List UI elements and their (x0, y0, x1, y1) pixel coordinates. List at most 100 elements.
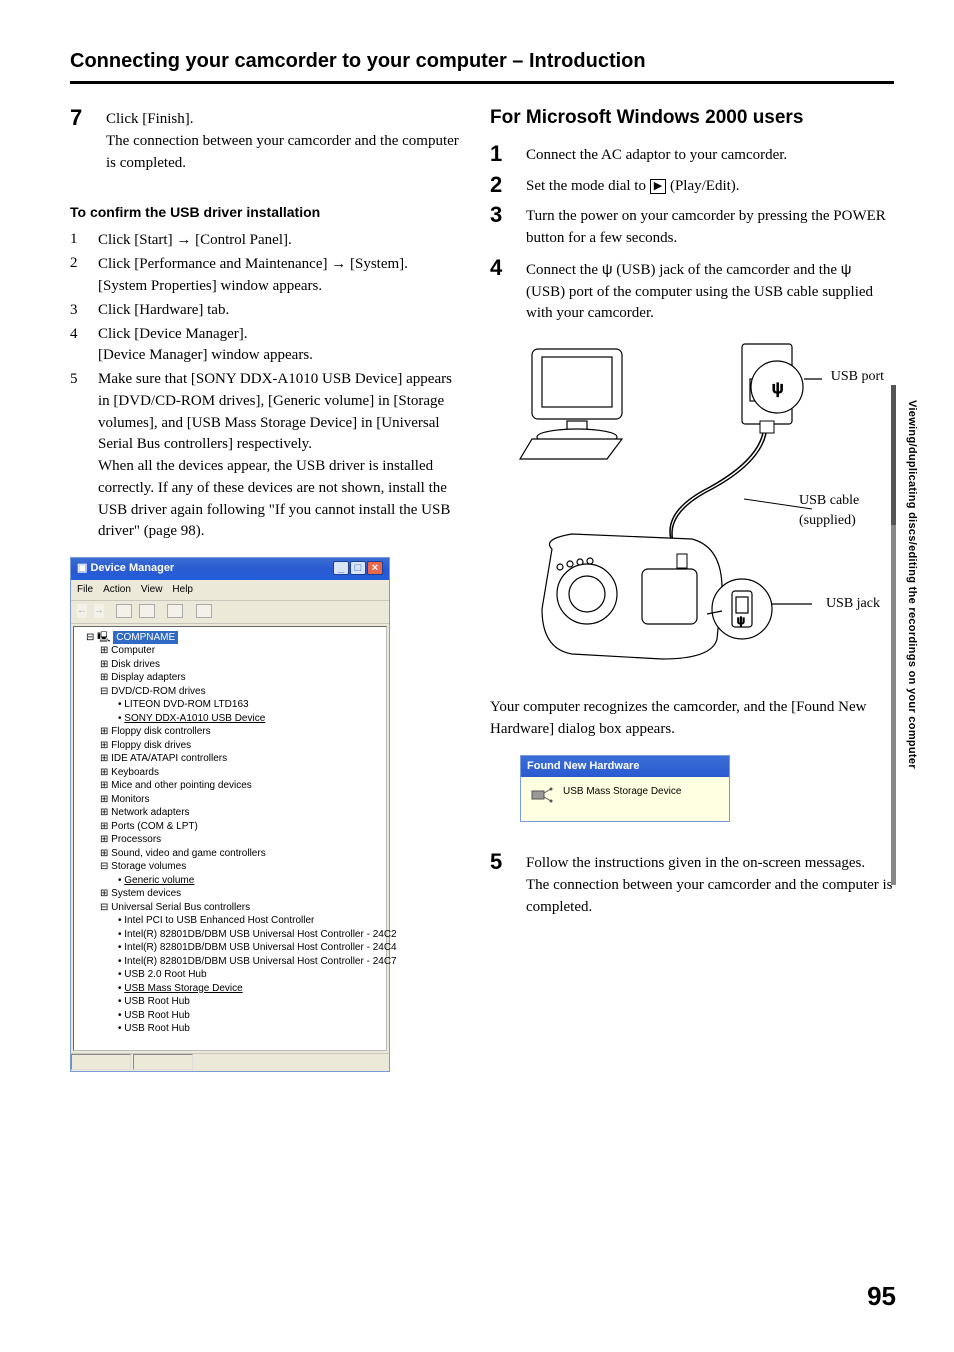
substep: 4 Click [Device Manager].[Device Manager]… (70, 324, 460, 368)
step-5: 5 Follow the instructions given in the o… (490, 850, 894, 918)
minimize-button[interactable]: _ (333, 561, 349, 575)
tree-node[interactable]: • LITEON DVD-ROM LTD163 (78, 698, 382, 712)
tree-node[interactable]: • SONY DDX-A1010 USB Device (78, 712, 382, 726)
close-button[interactable]: × (367, 561, 383, 575)
tree-node[interactable]: ⊞ Floppy disk controllers (78, 725, 382, 739)
step-body: Click [Finish]. The connection between y… (106, 106, 460, 174)
menu-item[interactable]: View (141, 584, 163, 595)
label-usb-jack: USB jack (826, 594, 880, 614)
tree-node[interactable]: • Intel(R) 82801DB/DBM USB Universal Hos… (78, 941, 382, 955)
tree-root[interactable]: ⊟ 🖳 COMPNAME (78, 631, 382, 645)
win2000-heading: For Microsoft Windows 2000 users (490, 106, 894, 130)
substeps-list: 1Click [Start] → [Control Panel].2Click … (70, 229, 460, 544)
tree-node[interactable]: ⊟ DVD/CD-ROM drives (78, 685, 382, 699)
substep-number: 5 (70, 369, 86, 543)
step-number: 3 (490, 203, 510, 250)
back-icon[interactable]: ← (77, 604, 87, 618)
content-columns: 7 Click [Finish]. The connection between… (70, 106, 894, 1072)
step7-line1: Click [Finish]. (106, 109, 460, 131)
tree-node[interactable]: ⊟ Storage volumes (78, 860, 382, 874)
dm-statusbar (71, 1053, 389, 1071)
substep: 3 Click [Hardware] tab. (70, 300, 460, 322)
side-section-label: Viewing/duplicating discs/editing the re… (906, 400, 918, 769)
toolbar-button[interactable] (167, 604, 183, 618)
substep-number: 4 (70, 324, 86, 368)
tree-node[interactable]: • Intel(R) 82801DB/DBM USB Universal Hos… (78, 955, 382, 969)
menu-item[interactable]: Action (103, 584, 131, 595)
tree-node[interactable]: ⊞ Sound, video and game controllers (78, 847, 382, 861)
device-manager-window: ▣ Device Manager _□× FileActionViewHelp … (70, 557, 390, 1072)
toolbar-button[interactable] (196, 604, 212, 618)
maximize-button[interactable]: □ (350, 561, 366, 575)
dm-title: Device Manager (90, 562, 174, 574)
tree-node[interactable]: ⊞ Network adapters (78, 806, 382, 820)
tree-node[interactable]: ⊟ Universal Serial Bus controllers (78, 901, 382, 915)
tree-node[interactable]: • Generic volume (78, 874, 382, 888)
substep-body: Click [Start] → [Control Panel]. (98, 229, 460, 252)
step-number: 7 (70, 106, 90, 174)
step-number: 5 (490, 850, 510, 918)
tree-node[interactable]: ⊞ Disk drives (78, 658, 382, 672)
step: 1 Connect the AC adaptor to your camcorde… (490, 142, 894, 167)
step-7: 7 Click [Finish]. The connection between… (70, 106, 460, 174)
tree-node[interactable]: ⊞ Floppy disk drives (78, 739, 382, 753)
tree-node[interactable]: • USB 2.0 Root Hub (78, 968, 382, 982)
tree-node[interactable]: ⊞ System devices (78, 887, 382, 901)
substep-body: Click [Performance and Maintenance] → [S… (98, 253, 460, 298)
usb-device-icon (531, 785, 553, 803)
connection-diagram: ψ (490, 339, 894, 679)
dm-toolbar: ← → (71, 601, 389, 623)
tree-node[interactable]: • USB Mass Storage Device (78, 982, 382, 996)
step-body: Connect the AC adaptor to your camcorder… (526, 142, 894, 167)
tree-node[interactable]: • USB Root Hub (78, 1022, 382, 1036)
tree-node[interactable]: • Intel(R) 82801DB/DBM USB Universal Hos… (78, 928, 382, 942)
tree-node[interactable]: • USB Root Hub (78, 1009, 382, 1023)
step7-line2: The connection between your camcorder an… (106, 131, 460, 175)
step-number: 4 (490, 256, 510, 325)
tree-node[interactable]: ⊞ Ports (COM & LPT) (78, 820, 382, 834)
substep-body: Click [Hardware] tab. (98, 300, 460, 322)
section-tab (878, 385, 896, 885)
tree-node[interactable]: • USB Root Hub (78, 995, 382, 1009)
substep-body: Make sure that [SONY DDX-A1010 USB Devic… (98, 369, 460, 543)
right-column: For Microsoft Windows 2000 users 1 Connec… (490, 106, 894, 1072)
step-body: Connect the ψ (USB) jack of the camcorde… (526, 256, 894, 325)
step-number: 2 (490, 173, 510, 198)
window-icon: ▣ (77, 562, 90, 574)
page-header: Connecting your camcorder to your comput… (70, 50, 894, 84)
step: 3Turn the power on your camcorder by pre… (490, 203, 894, 250)
recognize-caption: Your computer recognizes the camcorder, … (490, 697, 894, 741)
substep-number: 3 (70, 300, 86, 322)
right-steps: 1 Connect the AC adaptor to your camcorde… (490, 142, 894, 325)
tree-node[interactable]: ⊞ Mice and other pointing devices (78, 779, 382, 793)
tree-node[interactable]: ⊞ IDE ATA/ATAPI controllers (78, 752, 382, 766)
step: 2 Set the mode dial to ▶ (Play/Edit). (490, 173, 894, 198)
step-body: Set the mode dial to ▶ (Play/Edit). (526, 173, 894, 198)
substep: 5Make sure that [SONY DDX-A1010 USB Devi… (70, 369, 460, 543)
label-usb-cable: USB cable (supplied) (799, 491, 884, 532)
dm-titlebar: ▣ Device Manager _□× (71, 558, 389, 580)
window-buttons: _□× (332, 561, 383, 577)
toolbar-button[interactable] (116, 604, 132, 618)
confirm-subhead: To confirm the USB driver installation (70, 202, 460, 222)
svg-text:ψ: ψ (737, 615, 745, 627)
fnh-body: USB Mass Storage Device (521, 777, 729, 821)
substep: 2 Click [Performance and Maintenance] → [… (70, 253, 460, 298)
page-number: 95 (867, 1281, 896, 1312)
dm-tree: ⊟ 🖳 COMPNAME ⊞ Computer⊞ Disk drives⊞ Di… (73, 626, 387, 1051)
menu-item[interactable]: Help (172, 584, 193, 595)
step-number: 1 (490, 142, 510, 167)
tree-node[interactable]: ⊞ Processors (78, 833, 382, 847)
found-new-hardware-dialog: Found New Hardware USB Mass Storage Devi… (520, 755, 730, 823)
substep-number: 2 (70, 253, 86, 298)
tree-node[interactable]: ⊞ Display adapters (78, 671, 382, 685)
menu-item[interactable]: File (77, 584, 93, 595)
tree-node[interactable]: • Intel PCI to USB Enhanced Host Control… (78, 914, 382, 928)
tree-node[interactable]: ⊞ Keyboards (78, 766, 382, 780)
step: 4Connect the ψ (USB) jack of the camcord… (490, 256, 894, 325)
toolbar-button[interactable] (139, 604, 155, 618)
substep-body: Click [Device Manager].[Device Manager] … (98, 324, 460, 368)
forward-icon[interactable]: → (94, 604, 104, 618)
tree-node[interactable]: ⊞ Computer (78, 644, 382, 658)
tree-node[interactable]: ⊞ Monitors (78, 793, 382, 807)
